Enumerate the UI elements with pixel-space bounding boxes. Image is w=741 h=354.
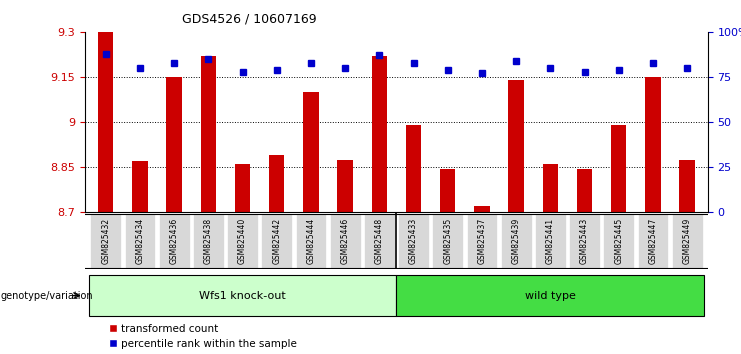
Bar [474, 206, 490, 212]
Text: GSM825437: GSM825437 [477, 218, 486, 264]
Legend: transformed count, percentile rank within the sample: transformed count, percentile rank withi… [109, 324, 297, 349]
Text: GSM825435: GSM825435 [443, 218, 452, 264]
Text: GSM825449: GSM825449 [682, 218, 691, 264]
Text: GSM825442: GSM825442 [272, 218, 282, 264]
Bar [227, 213, 258, 268]
Bar [337, 160, 353, 212]
Bar [330, 213, 361, 268]
Bar [193, 213, 224, 268]
Bar [672, 213, 702, 268]
Bar [159, 213, 190, 268]
Text: GSM825444: GSM825444 [307, 218, 316, 264]
Text: GSM825447: GSM825447 [648, 218, 657, 264]
Bar [467, 213, 497, 268]
Bar [364, 213, 395, 268]
Text: genotype/variation: genotype/variation [1, 291, 93, 301]
Bar [296, 213, 326, 268]
Bar [89, 275, 396, 316]
Text: GDS4526 / 10607169: GDS4526 / 10607169 [182, 12, 316, 25]
Text: GSM825432: GSM825432 [102, 218, 110, 264]
Text: GSM825440: GSM825440 [238, 218, 247, 264]
Text: GSM825433: GSM825433 [409, 218, 418, 264]
Bar [398, 213, 429, 268]
Bar [98, 32, 113, 212]
Bar [396, 275, 704, 316]
Bar [440, 169, 456, 212]
Bar [679, 160, 695, 212]
Bar [167, 77, 182, 212]
Bar [201, 56, 216, 212]
Text: Wfs1 knock-out: Wfs1 knock-out [199, 291, 286, 301]
Bar [262, 213, 292, 268]
Bar [269, 155, 285, 212]
Bar [235, 164, 250, 212]
Text: wild type: wild type [525, 291, 576, 301]
Bar [303, 92, 319, 212]
Text: GSM825434: GSM825434 [136, 218, 144, 264]
Bar [406, 125, 421, 212]
Bar [637, 213, 668, 268]
Bar [535, 213, 565, 268]
Text: GSM825446: GSM825446 [341, 218, 350, 264]
Text: GSM825436: GSM825436 [170, 218, 179, 264]
Bar [372, 56, 387, 212]
Bar [542, 164, 558, 212]
Text: GSM825448: GSM825448 [375, 218, 384, 264]
Bar [576, 169, 592, 212]
Bar [432, 213, 463, 268]
Bar [508, 80, 524, 212]
Text: GSM825445: GSM825445 [614, 218, 623, 264]
Text: GSM825443: GSM825443 [580, 218, 589, 264]
Text: GSM825438: GSM825438 [204, 218, 213, 264]
Bar [569, 213, 600, 268]
Bar [132, 161, 147, 212]
Bar [611, 125, 626, 212]
Text: GSM825441: GSM825441 [546, 218, 555, 264]
Bar [603, 213, 634, 268]
Bar [501, 213, 531, 268]
Bar [645, 77, 661, 212]
Bar [90, 213, 121, 268]
Bar [124, 213, 156, 268]
Text: GSM825439: GSM825439 [511, 218, 521, 264]
